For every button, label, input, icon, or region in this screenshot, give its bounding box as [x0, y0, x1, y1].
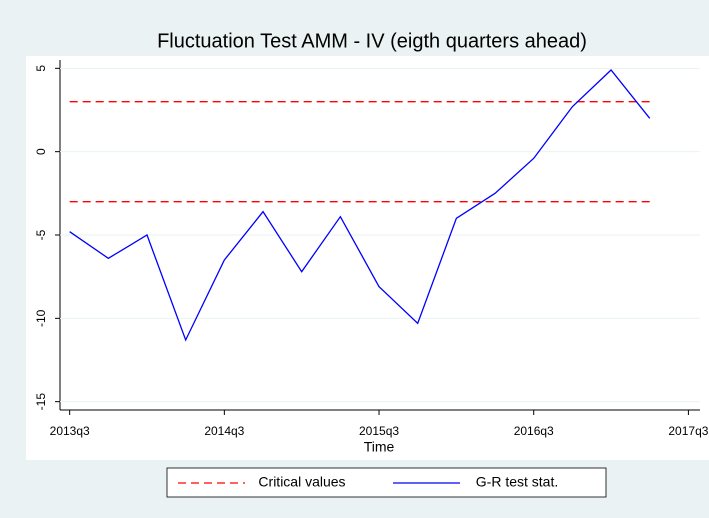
y-tick-label: -15	[34, 393, 48, 411]
y-tick-label: 0	[34, 148, 48, 155]
x-tick-label: 2014q3	[204, 424, 244, 438]
y-tick-label: -10	[34, 309, 48, 327]
x-tick-label: 2016q3	[514, 424, 554, 438]
x-axis-title: Time	[364, 439, 395, 455]
x-tick-label: 2015q3	[359, 424, 399, 438]
x-tick-label: 2013q3	[50, 424, 90, 438]
legend-label: Critical values	[258, 474, 345, 490]
legend-box	[166, 467, 607, 498]
chart-title: Fluctuation Test AMM - IV (eigth quarter…	[157, 30, 587, 52]
y-tick-label: 5	[34, 65, 48, 72]
y-tick-label: -5	[34, 229, 48, 240]
series-line	[69, 69, 651, 342]
legend-label: G-R test stat.	[476, 474, 558, 490]
plot-region	[26, 56, 709, 460]
x-tick-label: 2017q3	[668, 424, 708, 438]
